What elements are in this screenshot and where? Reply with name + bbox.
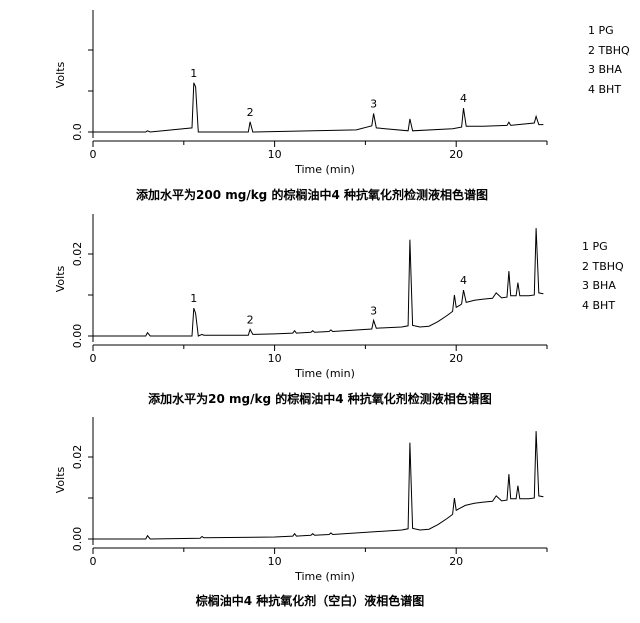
y-tick-label: 0.0: [71, 123, 84, 141]
peak-label: 2: [247, 106, 254, 119]
y-axis-label: Volts: [54, 265, 67, 292]
chromatogram-trace: [93, 228, 544, 337]
chart-title-20mgkg: 添加水平为20 mg/kg 的棕榈油中4 种抗氧化剂检测液相色谱图: [148, 392, 492, 406]
y-axis-label: Volts: [54, 466, 67, 493]
peak-label: 2: [247, 313, 254, 326]
y-tick-label: 0.02: [71, 242, 84, 267]
chromatogram-trace: [93, 431, 544, 540]
peak-label: 4: [460, 92, 467, 105]
legend-item-tbhq: 2 TBHQ: [588, 43, 630, 57]
legend-item-pg: 1 PG: [588, 24, 614, 37]
chart-title-200mgkg: 添加水平为200 mg/kg 的棕榈油中4 种抗氧化剂检测液相色谱图: [136, 188, 488, 202]
legend-20mgkg: 1 PG 2 TBHQ 3 BHA 4 BHT: [582, 237, 624, 315]
x-axis-label: Time (min): [294, 367, 355, 380]
x-tick-label: 20: [449, 148, 463, 161]
x-tick-label: 0: [90, 148, 97, 161]
peak-label: 4: [460, 274, 467, 287]
x-axis-label: Time (min): [294, 163, 355, 176]
legend-item-tbhq: 2 TBHQ: [582, 259, 624, 273]
legend-item-bha: 3 BHA: [582, 279, 616, 292]
legend-item-bha: 3 BHA: [588, 63, 622, 76]
x-tick-label: 10: [268, 148, 282, 161]
legend-item-bht: 4 BHT: [582, 298, 616, 312]
x-axis-label: Time (min): [294, 570, 355, 583]
legend-item-pg: 1 PG: [582, 240, 608, 253]
legend-200mgkg: 1 PG 2 TBHQ 3 BHA 4 BHT: [588, 21, 630, 99]
chart-title-blank: 棕榈油中4 种抗氧化剂（空白）液相色谱图: [195, 594, 425, 608]
chromatogram-trace: [93, 82, 544, 133]
x-tick-label: 10: [268, 352, 282, 365]
y-tick-label: 0.00: [71, 527, 84, 552]
x-tick-label: 20: [449, 352, 463, 365]
peak-label: 3: [370, 98, 377, 111]
peak-label: 3: [370, 304, 377, 317]
y-tick-label: 0.00: [71, 324, 84, 349]
peak-label: 1: [190, 67, 197, 80]
legend-item-bht: 4 BHT: [588, 82, 622, 96]
y-tick-label: 0.02: [71, 445, 84, 470]
x-tick-label: 0: [90, 352, 97, 365]
y-axis-label: Volts: [54, 61, 67, 88]
x-tick-label: 0: [90, 555, 97, 568]
x-tick-label: 20: [449, 555, 463, 568]
x-tick-label: 10: [268, 555, 282, 568]
peak-label: 1: [190, 292, 197, 305]
